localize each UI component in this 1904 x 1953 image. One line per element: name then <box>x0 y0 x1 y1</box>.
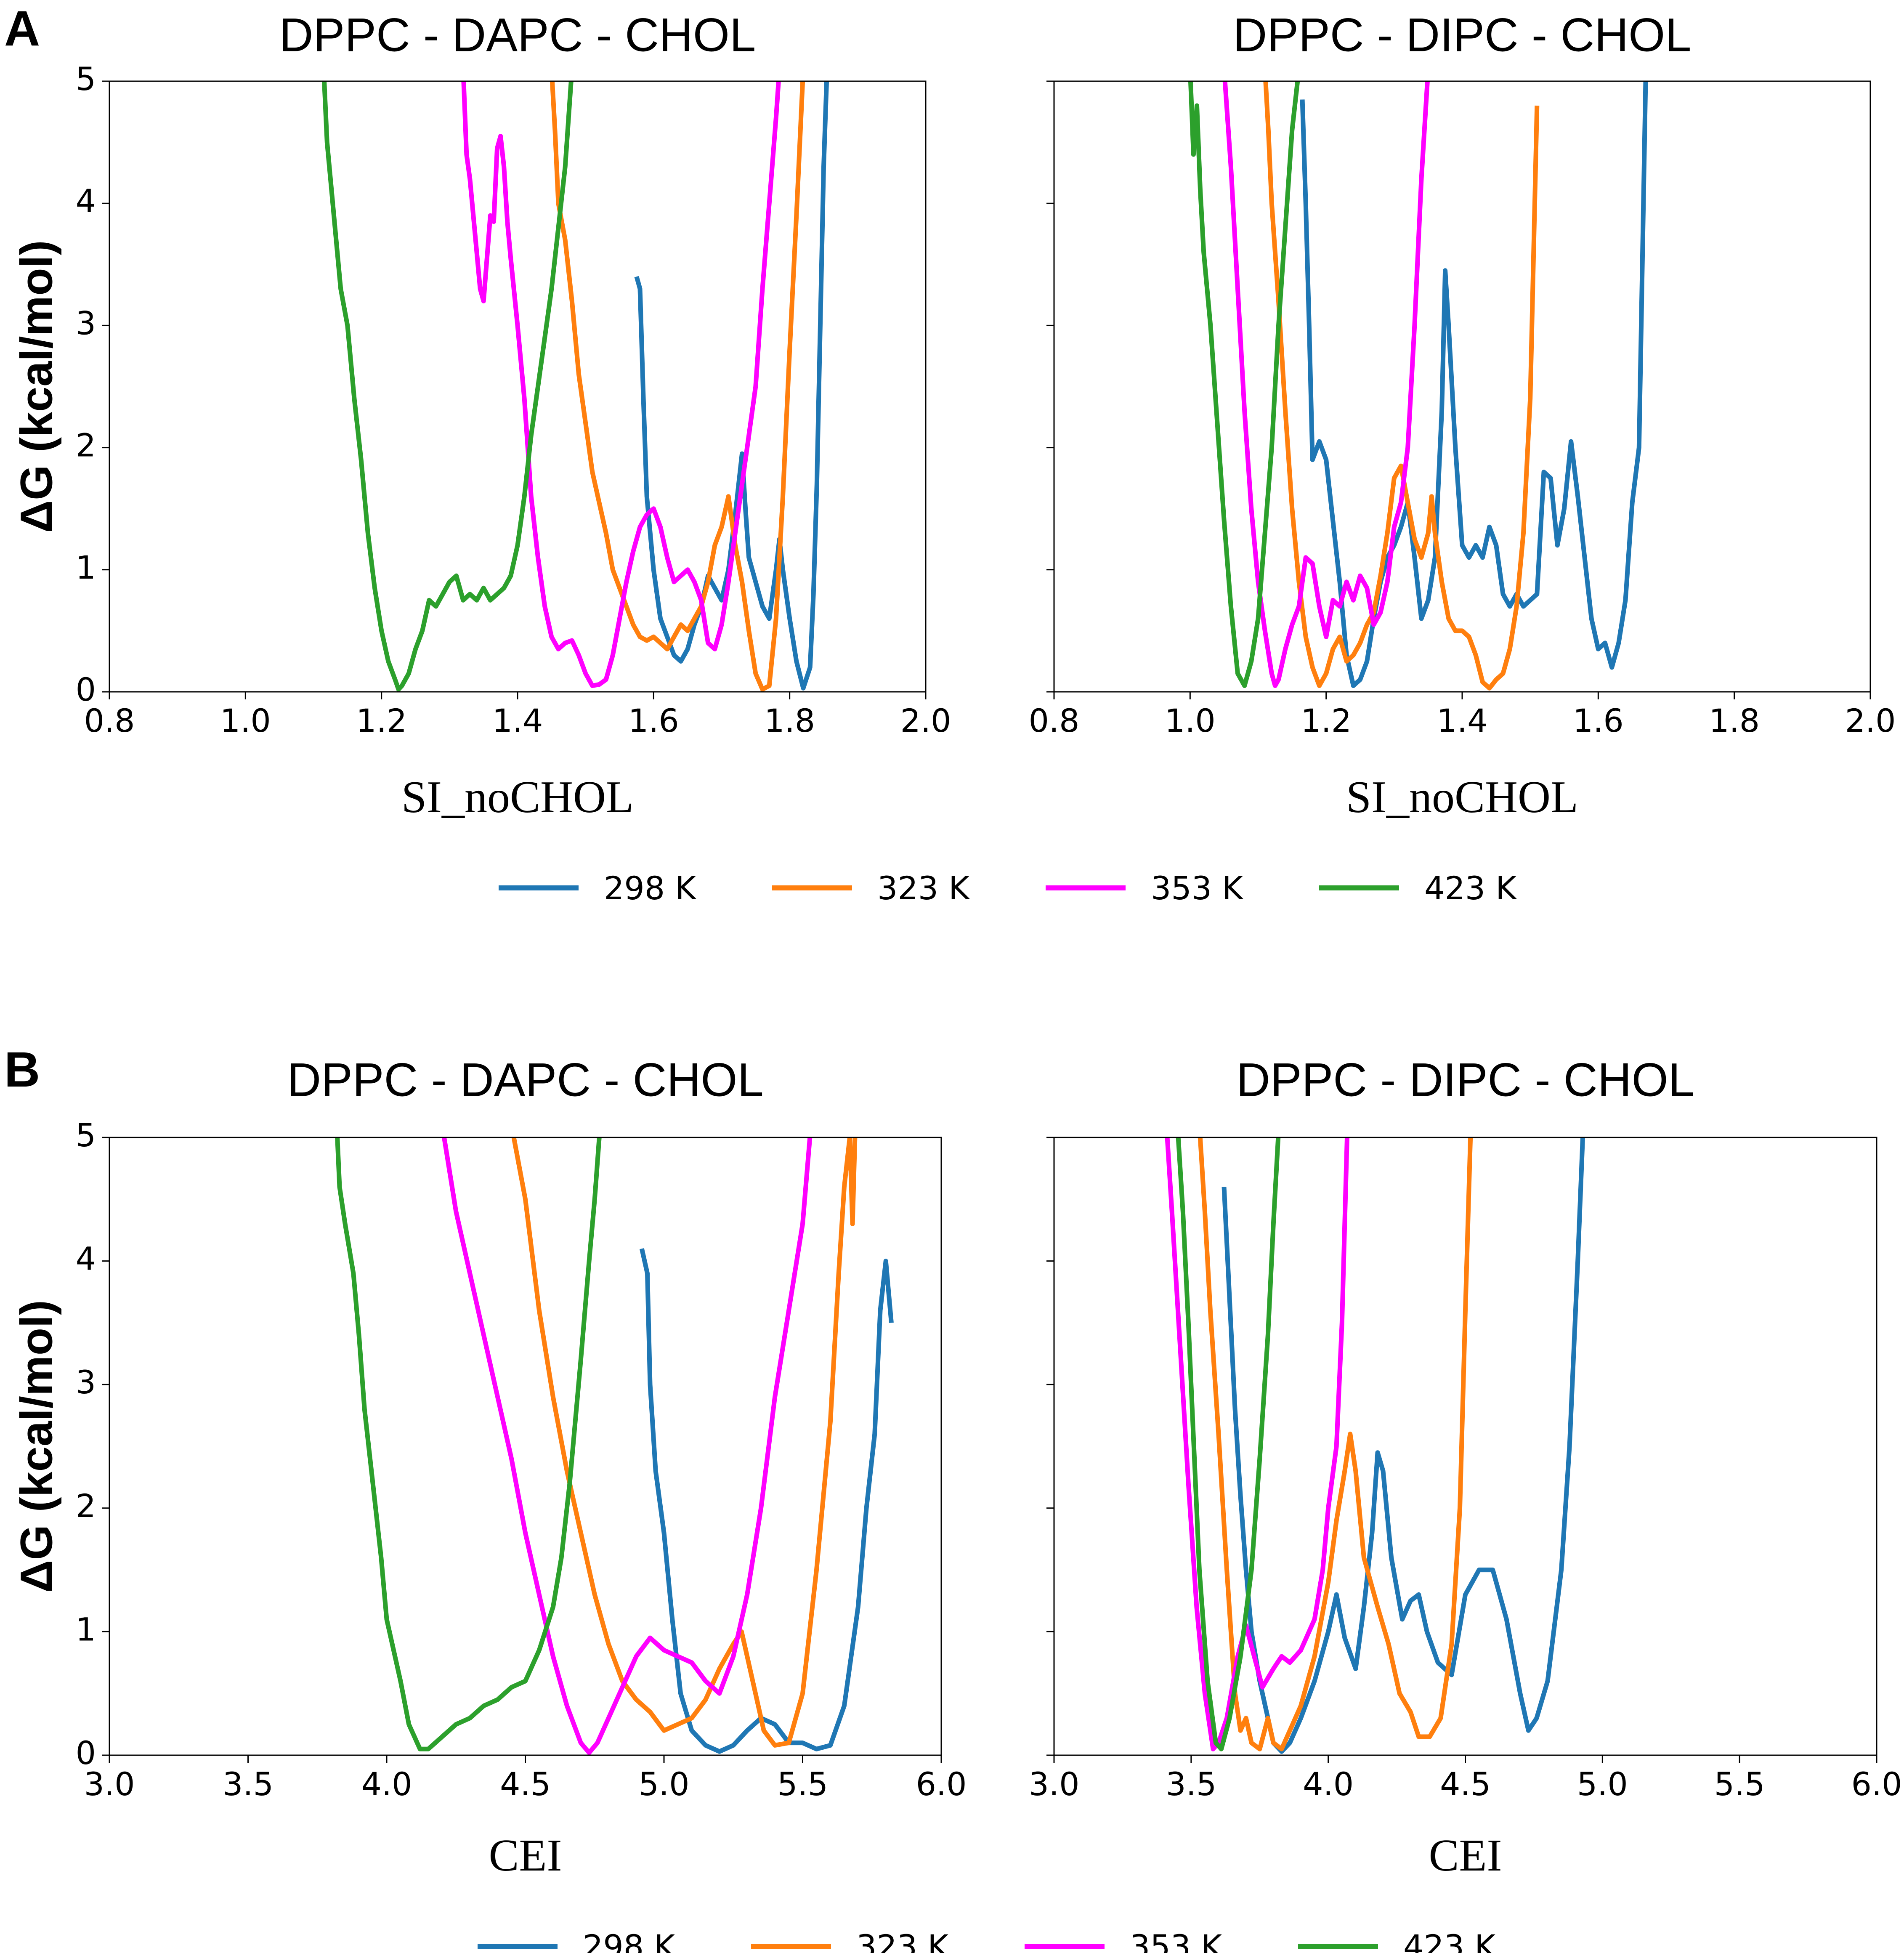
plot-A-left: DPPC - DAPC - CHOL 0.8 1.0 1.2 1.4 1.6 1.8 2.0 0… <box>11 9 951 822</box>
y-tick-label: 3 <box>76 1363 96 1401</box>
x-tick-label: 5.5 <box>777 1765 828 1803</box>
plot-frame <box>109 1137 942 1756</box>
plot-title: DPPC - DAPC - CHOL <box>287 1054 764 1106</box>
plot-title: DPPC - DAPC - CHOL <box>279 9 756 61</box>
y-tick-label: 0 <box>76 671 96 708</box>
series-line-423k <box>1188 81 1300 688</box>
x-tick-label: 5.0 <box>1577 1765 1628 1803</box>
legend-label: 298 K <box>583 1928 676 1953</box>
legend-label: 423 K <box>1424 869 1517 907</box>
x-axis-label: CEI <box>489 1831 562 1881</box>
y-axis-label: ΔG (kcal/mol) <box>11 1300 62 1593</box>
plot-title: DPPC - DIPC - CHOL <box>1233 9 1692 61</box>
y-tick-label: 3 <box>76 304 96 342</box>
legend-label: 353 K <box>1130 1928 1223 1953</box>
x-tick-label: 1.0 <box>1165 702 1216 739</box>
series-line-298k <box>634 81 829 691</box>
x-tick-label: 0.8 <box>1029 702 1080 739</box>
x-axis-label: CEI <box>1429 1831 1502 1881</box>
x-tick-label: 2.0 <box>900 702 951 739</box>
x-tick-label: 1.6 <box>628 702 679 739</box>
y-tick-label: 0 <box>76 1734 96 1772</box>
series-line-353k <box>1222 81 1430 688</box>
plot-frame <box>109 80 927 693</box>
series-line-298k <box>1300 81 1648 688</box>
series-line-423k <box>1176 1137 1281 1751</box>
x-tick-label: 1.0 <box>220 702 271 739</box>
legend-label: 423 K <box>1403 1928 1496 1953</box>
x-tick-label: 2.0 <box>1845 702 1896 739</box>
x-tick-label: 3.0 <box>1029 1765 1080 1803</box>
series-line-353k <box>441 1137 813 1755</box>
legend-label: 353 K <box>1151 869 1244 907</box>
plot-frame <box>1053 1137 1877 1756</box>
series-line-353k <box>1165 1137 1349 1751</box>
legend-label: 323 K <box>856 1928 949 1953</box>
x-tick-label: 1.6 <box>1573 702 1624 739</box>
series-line-323k <box>550 81 805 692</box>
y-tick-label: 5 <box>76 60 96 98</box>
y-tick-label: 2 <box>76 1487 96 1525</box>
x-tick-label: 1.8 <box>764 702 815 739</box>
x-tick-label: 5.5 <box>1714 1765 1765 1803</box>
x-tick-label: 3.5 <box>1166 1765 1216 1803</box>
panel-letter: B <box>4 1042 40 1097</box>
x-tick-label: 5.0 <box>639 1765 690 1803</box>
x-tick-label: 6.0 <box>1851 1765 1902 1803</box>
x-tick-label: 1.2 <box>356 702 407 739</box>
x-tick-label: 1.8 <box>1709 702 1760 739</box>
y-tick-label: 4 <box>76 182 96 220</box>
x-tick-label: 4.5 <box>500 1765 551 1803</box>
x-tick-label: 1.2 <box>1301 702 1352 739</box>
x-tick-label: 4.0 <box>361 1765 412 1803</box>
series-line-323k <box>1263 81 1540 691</box>
plot-frame <box>1053 80 1871 693</box>
legend: 298 K 323 K 353 K 423 K <box>478 1928 1496 1953</box>
x-tick-label: 1.4 <box>1437 702 1488 739</box>
x-tick-label: 0.8 <box>84 702 135 739</box>
panel-letter: A <box>4 1 40 56</box>
legend: 298 K 323 K 353 K 423 K <box>499 869 1517 907</box>
legend-label: 323 K <box>877 869 970 907</box>
x-tick-label: 6.0 <box>916 1765 967 1803</box>
series-line-353k <box>461 81 781 688</box>
plot-A-right: DPPC - DIPC - CHOL 0.8 1.0 1.2 1.4 1.6 1.8 2.0 S… <box>1029 9 1896 822</box>
x-axis-label: SI_noCHOL <box>401 772 634 822</box>
x-axis-label: SI_noCHOL <box>1346 772 1578 822</box>
x-tick-label: 3.5 <box>223 1765 274 1803</box>
series-line-323k <box>511 1137 858 1748</box>
y-tick-label: 4 <box>76 1240 96 1278</box>
plot-B-right: DPPC - DIPC - CHOL 3.0 3.5 4.0 4.5 5.0 5.5 6.0 C… <box>1029 1054 1902 1881</box>
y-tick-label: 1 <box>76 1610 96 1648</box>
y-tick-label: 2 <box>76 427 96 464</box>
series-line-423k <box>322 81 574 692</box>
series-line-423k <box>335 1137 602 1751</box>
x-tick-label: 4.0 <box>1303 1765 1354 1803</box>
y-tick-label: 1 <box>76 549 96 586</box>
series-line-298k <box>1222 1137 1585 1754</box>
y-tick-label: 5 <box>76 1116 96 1154</box>
x-tick-label: 1.4 <box>492 702 543 739</box>
plot-title: DPPC - DIPC - CHOL <box>1236 1054 1694 1106</box>
y-axis-label: ΔG (kcal/mol) <box>11 240 62 533</box>
plot-B-left: DPPC - DAPC - CHOL 3.0 3.5 4.0 4.5 5.0 5.5 6.0 0… <box>11 1054 967 1881</box>
legend-label: 298 K <box>604 869 697 907</box>
x-tick-label: 3.0 <box>84 1765 135 1803</box>
x-tick-label: 4.5 <box>1440 1765 1491 1803</box>
series-line-323k <box>1198 1137 1473 1751</box>
series-line-298k <box>639 1248 894 1754</box>
